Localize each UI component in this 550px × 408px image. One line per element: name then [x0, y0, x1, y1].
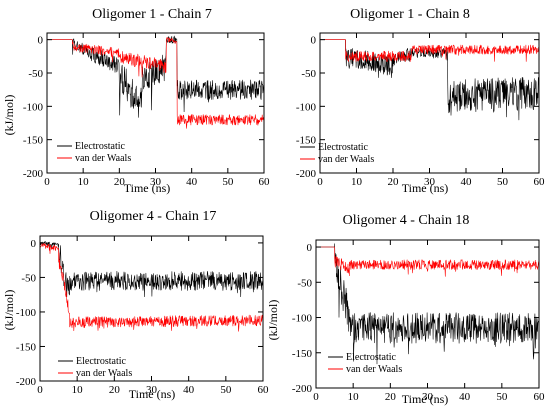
series-line-electrostatic [320, 39, 539, 121]
y-tick-label: -200 [23, 168, 44, 180]
x-tick-label: 0 [37, 384, 43, 396]
legend: Electrostatic van der Waals [58, 356, 132, 379]
plot-frame [46, 32, 265, 174]
y-tick-label: -100 [16, 307, 37, 319]
series-line-vdw [47, 36, 264, 129]
x-tick-label: 30 [424, 176, 436, 188]
legend-label-electrostatic: Electrostatic [318, 142, 369, 153]
x-tick-label: 60 [259, 176, 271, 188]
legend-label-electrostatic: Electrostatic [346, 352, 397, 363]
x-tick-label: 60 [258, 384, 270, 396]
y-axis-label: (kJ/mol) [266, 300, 280, 341]
x-tick-label: 30 [146, 384, 158, 396]
y-tick-label: -50 [301, 68, 316, 80]
legend-label-electrostatic: Electrostatic [75, 141, 126, 152]
legend: Electrostatic van der Waals [300, 142, 374, 165]
panel-oligomer1-chain7: Oligomer 1 - Chain 7 Time (ns) (kJ/mol) … [2, 7, 270, 195]
chart-title: Oligomer 4 - Chain 17 [90, 209, 217, 224]
x-tick-label: 10 [78, 176, 90, 188]
y-tick-label: -100 [292, 313, 313, 325]
y-tick-label: -100 [296, 101, 317, 113]
x-axis-label: Time (ns) [124, 181, 171, 195]
series-line-vdw [320, 39, 539, 62]
x-tick-label: 50 [220, 384, 232, 396]
axis-layer: 0 10 20 30 40 50 60 0 -50 -100 -150 -200 [292, 240, 545, 403]
y-tick-label: -200 [292, 383, 313, 395]
y-axis-label: (kJ/mol) [2, 290, 16, 331]
chart-title: Oligomer 4 - Chain 18 [343, 213, 470, 228]
x-tick-label: 40 [461, 176, 473, 188]
x-tick-label: 10 [351, 176, 363, 188]
y-tick-label: -150 [296, 135, 317, 147]
legend-label-vdw: van der Waals [318, 154, 374, 165]
legend-label-vdw: van der Waals [76, 368, 132, 379]
panel-oligomer4-chain18: Oligomer 4 - Chain 18 Time (ns) (kJ/mol)… [266, 213, 545, 406]
x-tick-label: 30 [150, 176, 162, 188]
y-tick-label: -100 [23, 101, 44, 113]
x-tick-label: 50 [497, 176, 509, 188]
series-layer [47, 35, 264, 129]
x-tick-label: 0 [313, 391, 319, 403]
y-tick-label: 0 [31, 238, 37, 250]
axis-layer: 0 10 20 30 40 50 60 0 -50 -100 -150 -200 [23, 33, 270, 188]
legend: Electrostatic van der Waals [328, 352, 402, 375]
series-layer [39, 240, 263, 332]
x-tick-label: 20 [388, 176, 400, 188]
plot-frame [39, 235, 264, 382]
y-tick-label: -150 [16, 341, 37, 353]
axis-layer: 0 10 20 30 40 50 60 0 -50 -100 -150 -200 [296, 33, 545, 188]
x-tick-label: 50 [222, 176, 234, 188]
x-axis-label: Time (ns) [129, 387, 176, 401]
legend-label-electrostatic: Electrostatic [76, 356, 127, 367]
series-layer [316, 243, 539, 365]
x-tick-label: 60 [534, 176, 546, 188]
x-tick-label: 0 [44, 176, 50, 188]
x-tick-label: 40 [186, 176, 198, 188]
x-tick-label: 0 [317, 176, 323, 188]
x-tick-label: 40 [183, 384, 195, 396]
series-line-electrostatic [39, 240, 263, 298]
series-line-vdw [39, 242, 263, 332]
y-tick-label: -50 [21, 272, 36, 284]
series-line-electrostatic [316, 243, 539, 365]
series-line-electrostatic [47, 35, 264, 118]
panel-oligomer1-chain8: Oligomer 1 - Chain 8 Time (ns) 0 10 20 30 40… [296, 7, 545, 195]
y-tick-label: -200 [16, 376, 37, 388]
y-tick-label: 0 [307, 242, 313, 254]
y-tick-label: 0 [38, 35, 44, 47]
x-axis-label: Time (ns) [402, 392, 449, 406]
x-tick-label: 20 [109, 384, 121, 396]
y-tick-label: -50 [297, 277, 312, 289]
chart-title: Oligomer 1 - Chain 7 [92, 7, 212, 22]
x-tick-label: 10 [72, 384, 84, 396]
x-tick-label: 40 [459, 391, 471, 403]
series-layer [320, 39, 539, 121]
y-tick-label: -200 [296, 168, 317, 180]
y-tick-label: -150 [292, 348, 313, 360]
legend-label-vdw: van der Waals [75, 153, 131, 164]
y-axis-label: (kJ/mol) [2, 95, 16, 136]
y-tick-label: -150 [23, 135, 44, 147]
panel-oligomer4-chain17: Oligomer 4 - Chain 17 Time (ns) (kJ/mol)… [2, 209, 269, 401]
series-line-vdw [316, 246, 539, 277]
y-tick-label: 0 [311, 35, 317, 47]
chart-title: Oligomer 1 - Chain 8 [350, 7, 470, 22]
x-axis-label: Time (ns) [402, 181, 449, 195]
x-tick-label: 10 [348, 391, 360, 403]
legend-label-vdw: van der Waals [346, 364, 402, 375]
x-tick-label: 50 [496, 391, 508, 403]
x-tick-label: 60 [534, 391, 546, 403]
y-tick-label: -50 [28, 68, 43, 80]
x-tick-label: 20 [114, 176, 126, 188]
x-tick-label: 20 [385, 391, 397, 403]
x-tick-label: 30 [422, 391, 434, 403]
axis-layer: 0 10 20 30 40 50 60 0 -50 -100 -150 -200 [16, 236, 269, 396]
legend: Electrostatic van der Waals [57, 141, 131, 164]
